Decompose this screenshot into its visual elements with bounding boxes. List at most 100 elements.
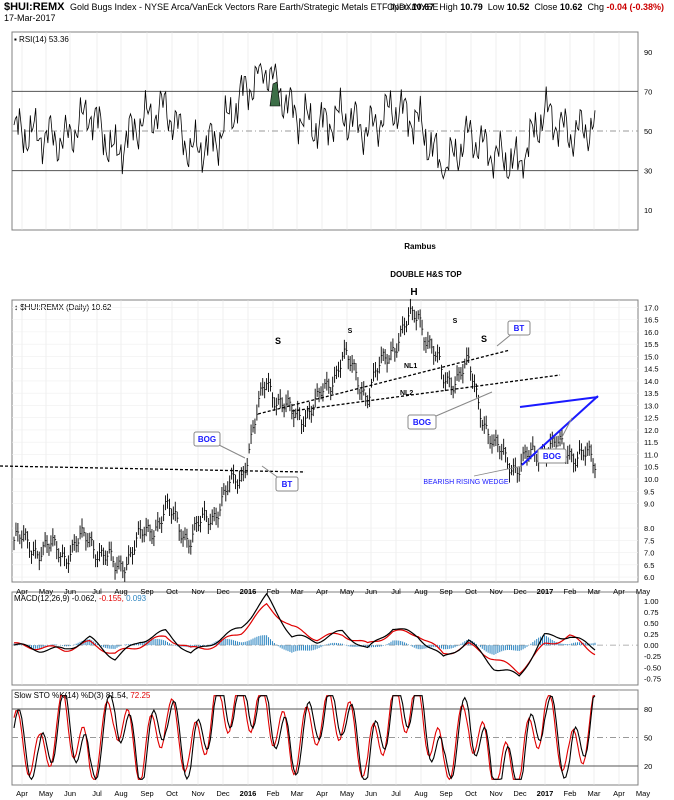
- support-line: [0, 465, 306, 473]
- price-tick-label: 7.5: [644, 536, 654, 545]
- chart-symbol: $HUI:REMX: [4, 1, 65, 13]
- x-tick-label: Apr: [613, 789, 625, 798]
- sto-tick-label: 50: [644, 734, 652, 743]
- x-tick-label: 2016: [240, 789, 257, 798]
- rsi-overbought-fill: [269, 81, 281, 107]
- macd-tick-label: -0.50: [644, 663, 661, 672]
- rsi-tick-label: 90: [644, 48, 652, 57]
- price-tick-label: 8.0: [644, 524, 654, 533]
- x-tick-label: Jul: [92, 789, 102, 798]
- price-tick-label: 6.0: [644, 573, 654, 582]
- macd-tick-label: 0.00: [644, 641, 659, 650]
- x-tick-label: Jul: [391, 789, 401, 798]
- low-value: 10.52: [506, 2, 530, 12]
- x-tick-label: Mar: [291, 789, 304, 798]
- macd-tick-label: -0.75: [644, 674, 661, 683]
- price-tick-label: 14.0: [644, 377, 659, 386]
- price-tick-label: 10.5: [644, 463, 659, 472]
- bt-callout-2-box: [507, 320, 531, 336]
- x-tick-label: Apr: [613, 587, 625, 596]
- x-tick-label: Sep: [140, 587, 153, 596]
- rsi-tick-label: 30: [644, 167, 652, 176]
- nl1-label: NL1: [404, 363, 417, 370]
- x-tick-label: Jun: [64, 587, 76, 596]
- x-tick-label: May: [39, 587, 53, 596]
- x-tick-label: Mar: [588, 587, 601, 596]
- x-tick-label: Sep: [439, 587, 452, 596]
- x-tick-label: May: [636, 587, 650, 596]
- high-value: 10.79: [460, 2, 483, 12]
- bt-callout-2-text: BT: [514, 324, 525, 333]
- x-tick-label: Jun: [365, 789, 377, 798]
- macd-title: MACD(12,26,9) -0.062, -0.155, 0.093: [14, 594, 147, 603]
- x-tick-label: Jul: [92, 587, 102, 596]
- x-tick-label: Dec: [513, 587, 527, 596]
- price-tick-label: 17.0: [644, 303, 659, 312]
- bog-callout-3-text: BOG: [543, 452, 561, 461]
- x-tick-label: Mar: [588, 789, 601, 798]
- wedge-label: BEARISH RISING WEDGE: [423, 479, 509, 486]
- x-tick-label: Dec: [513, 789, 527, 798]
- x-tick-label: Nov: [489, 789, 503, 798]
- sto-title: Slow STO %K(14) %D(3) 81.54, 72.25: [14, 691, 151, 700]
- x-tick-label: Sep: [439, 789, 452, 798]
- bog-callout-2-box: [407, 414, 437, 430]
- author-label: Rambus: [404, 242, 436, 251]
- price-tick-label: 12.0: [644, 426, 659, 435]
- x-tick-label: Apr: [316, 789, 328, 798]
- rsi-tick-label: 70: [644, 87, 652, 96]
- price-tick-label: 7.0: [644, 549, 654, 558]
- panel-frame: [11, 299, 639, 583]
- low-label: Low: [487, 2, 505, 12]
- price-tick-label: 16.5: [644, 316, 659, 325]
- bt-callout-2: BT: [496, 320, 531, 347]
- x-tick-label: May: [340, 587, 354, 596]
- bog-callout-1-text: BOG: [198, 435, 216, 444]
- x-tick-label: Mar: [291, 587, 304, 596]
- price-tick-label: 13.0: [644, 401, 659, 410]
- x-tick-label: Nov: [191, 587, 205, 596]
- price-tick-label: 16.0: [644, 328, 659, 337]
- x-tick-label: Feb: [564, 587, 577, 596]
- macd-tick-label: 0.50: [644, 619, 659, 628]
- x-tick-label: Feb: [267, 587, 280, 596]
- x-tick-label: Feb: [564, 789, 577, 798]
- x-tick-label: Dec: [216, 587, 230, 596]
- bog-callout-3: BOG: [537, 417, 573, 464]
- price-tick-label: 12.5: [644, 414, 659, 423]
- price-tick-label: 9.5: [644, 487, 654, 496]
- neckline-2: [291, 374, 561, 412]
- x-tick-label: Jul: [391, 587, 401, 596]
- nl2-label: NL2: [400, 390, 413, 397]
- x-tick-label: Jun: [64, 789, 76, 798]
- shoulder-label: S: [348, 328, 353, 335]
- macd-signal-line: [13, 602, 596, 675]
- chart-date: 17-Mar-2017: [4, 13, 56, 23]
- macd-tick-label: -0.25: [644, 652, 661, 661]
- rsi-tick-label: 50: [644, 127, 652, 136]
- x-tick-label: 2017: [537, 587, 554, 596]
- price-tick-label: 11.5: [644, 438, 658, 447]
- x-tick-label: Nov: [191, 789, 205, 798]
- x-tick-label: Sep: [140, 789, 153, 798]
- shoulder-label: S: [275, 336, 281, 346]
- neckline-1: [257, 349, 511, 415]
- x-tick-label: Apr: [316, 587, 328, 596]
- price-tick-label: 11.0: [644, 450, 658, 459]
- wedge-pointer: [473, 465, 523, 477]
- x-tick-label: Jun: [365, 587, 377, 596]
- close-value: 10.62: [559, 2, 583, 12]
- bt-callout-1-box: [275, 476, 299, 492]
- bog-callout-1: BOG: [193, 431, 246, 459]
- x-tick-label: Oct: [465, 789, 478, 798]
- bt-callout-1-text: BT: [282, 480, 293, 489]
- quote-summary: Open 10.67 High 10.79 Low 10.52 Close 10…: [387, 2, 664, 12]
- macd-tick-label: 0.75: [644, 608, 659, 617]
- sto-tick-label: 20: [644, 762, 652, 771]
- sto-d-line: [13, 695, 596, 781]
- chg-value: -0.04 (-0.38%): [606, 2, 664, 12]
- x-tick-label: Nov: [489, 587, 503, 596]
- macd-tick-label: 1.00: [644, 597, 659, 606]
- x-tick-label: Oct: [166, 789, 179, 798]
